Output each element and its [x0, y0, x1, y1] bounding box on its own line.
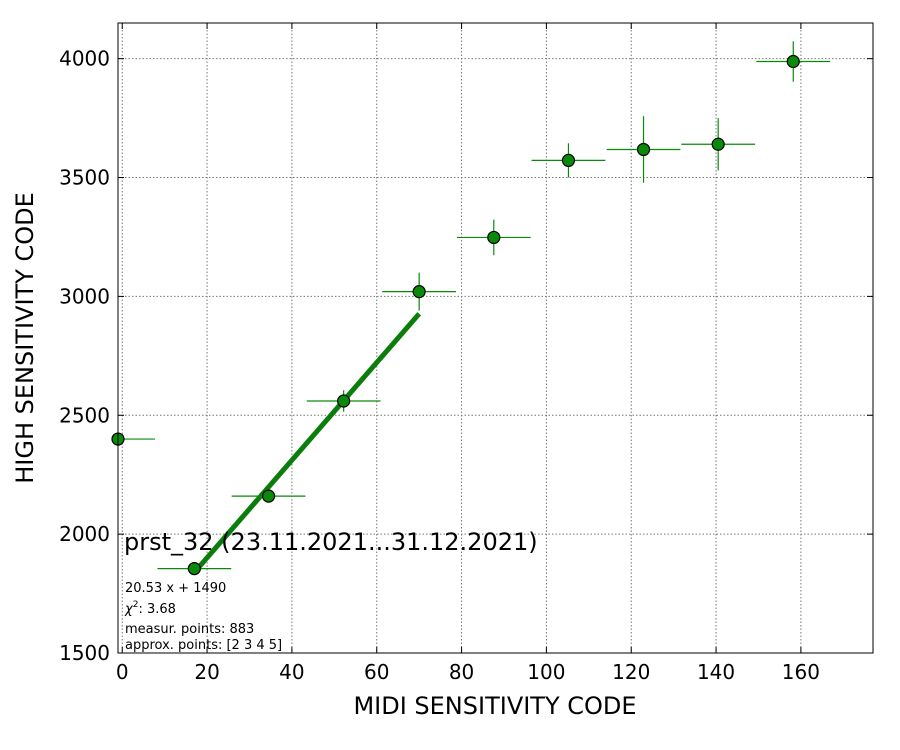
chi-square-text: χ2: 3.68	[124, 600, 176, 617]
x-tick-labels: 0 20 40 60 80 100 120 140 160	[116, 660, 820, 684]
x-axis-label: MIDI SENSITIVITY CODE	[353, 692, 636, 720]
chi-superscript: 2	[133, 600, 139, 610]
measur-points-text: measur. points: 883	[125, 622, 254, 637]
x-tick-label: 120	[612, 660, 650, 684]
y-tick-label: 4000	[59, 47, 110, 71]
y-tick-label: 3000	[59, 284, 110, 308]
chi-symbol: χ	[124, 602, 134, 617]
fit-equation-text: 20.53 x + 1490	[125, 581, 226, 596]
x-tick-label: 20	[194, 660, 219, 684]
x-tick-label: 140	[697, 660, 735, 684]
data-point	[561, 153, 576, 168]
y-tick-label: 1500	[59, 641, 110, 665]
approx-points-text: approx. points: [2 3 4 5]	[125, 638, 282, 653]
x-tick-label: 0	[116, 660, 129, 684]
data-points	[111, 54, 800, 576]
data-point	[187, 562, 201, 576]
data-point	[786, 54, 800, 69]
y-axis-label: HIGH SENSITIVITY CODE	[11, 192, 39, 484]
x-tick-label: 100	[527, 660, 565, 684]
fit-line-group	[192, 312, 422, 575]
y-tick-label: 2000	[59, 522, 110, 546]
plot-frame	[117, 22, 874, 654]
data-point	[636, 142, 651, 157]
x-tick-label: 40	[279, 660, 304, 684]
fit-line	[192, 312, 422, 575]
chi-value: : 3.68	[138, 602, 175, 617]
data-point	[337, 394, 351, 408]
x-tick-label: 160	[782, 660, 820, 684]
data-point	[412, 285, 426, 299]
x-tick-label: 80	[449, 660, 474, 684]
y-tick-labels: 1500 2000 2500 3000 3500 4000	[59, 47, 110, 665]
y-tick-label: 3500	[59, 166, 110, 190]
data-point	[487, 230, 501, 245]
data-point	[261, 489, 276, 503]
x-tick-label: 60	[364, 660, 389, 684]
axis-ticks	[118, 23, 873, 654]
chart-title-annotation: prst_32 (23.11.2021...31.12.2021)	[124, 528, 538, 556]
data-point	[711, 137, 725, 151]
grid-lines	[118, 23, 873, 654]
y-tick-label: 2500	[59, 403, 110, 427]
